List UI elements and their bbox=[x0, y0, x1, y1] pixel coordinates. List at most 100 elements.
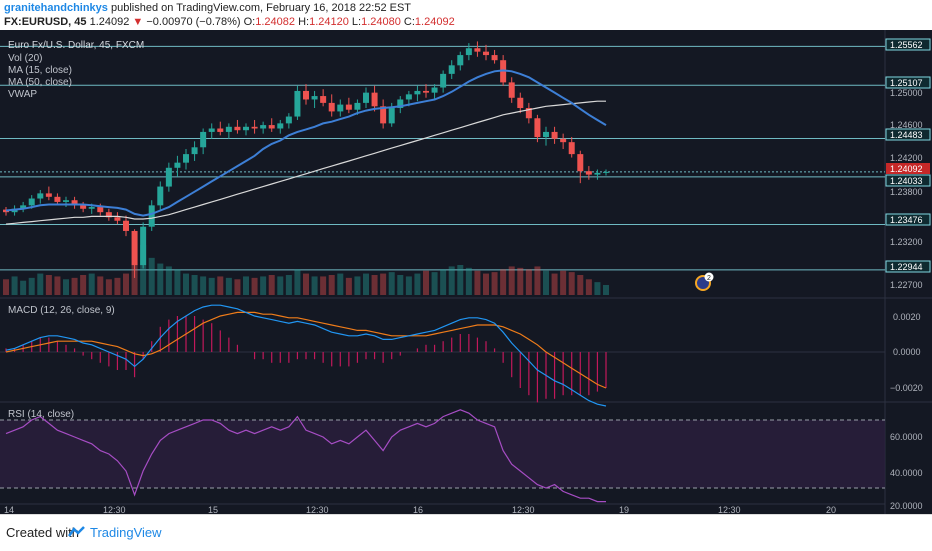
candle-body bbox=[251, 126, 258, 129]
candle-body bbox=[320, 96, 327, 103]
volume-bar bbox=[285, 275, 292, 295]
volume-bar bbox=[320, 276, 327, 295]
volume-bar bbox=[457, 265, 464, 295]
candle-body bbox=[337, 104, 344, 112]
volume-bar bbox=[200, 276, 207, 295]
tradingview-brand[interactable]: TradingView bbox=[90, 525, 162, 540]
level-box-2 bbox=[885, 76, 931, 89]
rsi-tick-3: 20.0000 bbox=[890, 501, 923, 511]
volume-bar bbox=[208, 277, 215, 295]
candle-body bbox=[457, 55, 464, 66]
volume-bar bbox=[560, 270, 567, 295]
footer: Created with TradingView bbox=[0, 514, 932, 551]
low-value: 1.24080 bbox=[361, 16, 401, 28]
time-tick-8: 12:30 bbox=[718, 505, 741, 514]
candle-body bbox=[54, 196, 61, 202]
candle-body bbox=[483, 51, 489, 56]
event-count-badge bbox=[704, 272, 714, 282]
volume-bar bbox=[37, 273, 44, 295]
vwap-line bbox=[5, 100, 606, 225]
volume-bar bbox=[534, 266, 541, 295]
volume-bar bbox=[337, 273, 344, 295]
volume-bar bbox=[508, 266, 515, 295]
volume-bar bbox=[431, 272, 438, 295]
open-label: O: bbox=[243, 16, 256, 28]
event-marker[interactable]: 2 bbox=[695, 272, 714, 291]
candle-body bbox=[465, 48, 472, 56]
candle-body bbox=[491, 55, 498, 61]
candle-body bbox=[388, 108, 395, 124]
volume-bar bbox=[603, 285, 609, 295]
candle-body bbox=[585, 171, 592, 175]
candle-body bbox=[191, 147, 198, 155]
rsi-pane bbox=[5, 409, 606, 503]
candle-body bbox=[174, 162, 181, 168]
level-box-3 bbox=[885, 128, 931, 141]
volume-bar bbox=[174, 269, 181, 295]
candle-body bbox=[183, 154, 189, 163]
macd-tick-2: 0.0000 bbox=[893, 347, 921, 357]
level-label-6: 1.23476 bbox=[890, 215, 923, 225]
volume-bar bbox=[54, 276, 61, 295]
volume-bar bbox=[11, 276, 18, 295]
volume-bar bbox=[423, 270, 429, 295]
candles[interactable] bbox=[3, 41, 609, 278]
candle-body bbox=[208, 128, 215, 132]
legend-rsi: RSI (14, close) bbox=[8, 409, 74, 420]
volume-bar bbox=[465, 267, 472, 295]
volume-bar bbox=[517, 267, 524, 295]
candle-body bbox=[123, 220, 129, 231]
time-tick-2: 12:30 bbox=[103, 505, 126, 514]
volume-bar bbox=[483, 273, 489, 295]
candle-body bbox=[97, 207, 104, 213]
macd-tick-3: −0.0020 bbox=[890, 383, 923, 393]
candle-body bbox=[423, 90, 429, 93]
time-tick-9: 20 bbox=[826, 505, 836, 514]
candle-body bbox=[354, 102, 361, 110]
low-label: L: bbox=[351, 16, 362, 28]
candle-body bbox=[448, 65, 455, 74]
publish-line: granitehandchinkys published on TradingV… bbox=[4, 2, 411, 14]
candle-body bbox=[45, 193, 52, 197]
chart-area[interactable]: Euro Fx/U.S. Dollar, 45, FXCM Vol (20) M… bbox=[0, 30, 932, 514]
price-tick-4: 1.23800 bbox=[890, 187, 923, 197]
volume-bar bbox=[543, 270, 549, 295]
author-name[interactable]: granitehandchinkys bbox=[4, 2, 108, 14]
chart-canvas[interactable]: Euro Fx/U.S. Dollar, 45, FXCM Vol (20) M… bbox=[0, 30, 932, 514]
volume-bar bbox=[97, 276, 104, 295]
volume-bar bbox=[440, 269, 447, 295]
published-text: published on TradingView.com, February 1… bbox=[110, 2, 412, 14]
volume-bar bbox=[243, 276, 249, 295]
volume-bar bbox=[388, 272, 395, 295]
legend-main-title: Euro Fx/U.S. Dollar, 45, FXCM bbox=[8, 40, 144, 51]
candle-body bbox=[568, 142, 575, 155]
price-tick-2: 1.24600 bbox=[890, 120, 923, 130]
candle-body bbox=[88, 207, 95, 209]
volume-bar bbox=[577, 275, 584, 295]
volume-bar bbox=[345, 277, 352, 295]
candle-body bbox=[268, 125, 275, 129]
volume-bars bbox=[3, 245, 609, 295]
price-tick-6: 1.22700 bbox=[890, 280, 923, 290]
candle-body bbox=[577, 154, 584, 172]
volume-bar bbox=[371, 275, 378, 295]
time-tick-6: 12:30 bbox=[512, 505, 535, 514]
close-label: C: bbox=[403, 16, 415, 28]
candle-body bbox=[114, 217, 121, 221]
tradingview-logo-icon[interactable] bbox=[67, 525, 86, 544]
high-value: 1.24120 bbox=[309, 16, 349, 28]
candle-body bbox=[234, 126, 241, 131]
volume-bar bbox=[491, 272, 498, 295]
candle-body bbox=[594, 172, 601, 175]
price-tick-5: 1.23200 bbox=[890, 237, 923, 247]
level-label-7: 1.22944 bbox=[890, 262, 923, 272]
volume-bar bbox=[294, 269, 301, 295]
volume-bar bbox=[551, 273, 558, 295]
candle-body bbox=[157, 186, 164, 206]
candle-body bbox=[277, 123, 284, 129]
candle-body bbox=[414, 90, 421, 95]
legend-ma15: MA (15, close) bbox=[8, 65, 72, 76]
volume-bar bbox=[165, 266, 172, 295]
high-label: H: bbox=[298, 16, 310, 28]
volume-bar bbox=[303, 273, 309, 295]
